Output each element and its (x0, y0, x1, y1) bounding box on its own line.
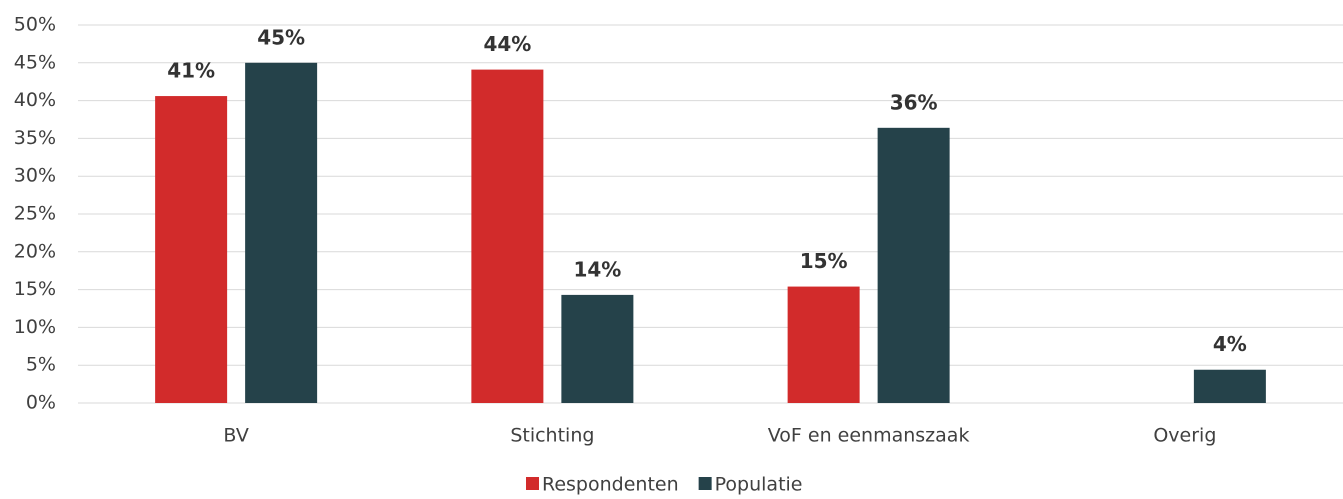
bar (245, 62, 318, 404)
bar (155, 96, 228, 404)
y-tick-label: 15% (14, 278, 56, 300)
y-tick-label: 0% (26, 392, 56, 414)
y-tick-label: 25% (14, 203, 56, 225)
legend-label: Respondenten (542, 474, 679, 496)
y-tick-label: 45% (14, 51, 56, 73)
data-label: 44% (483, 32, 531, 56)
legend-swatch (698, 477, 712, 490)
bar (1193, 369, 1266, 403)
x-tick-label: BV (223, 425, 248, 447)
legend-label: Populatie (715, 474, 803, 496)
bar (787, 286, 860, 403)
y-tick-label: 5% (26, 354, 56, 376)
y-tick-label: 10% (14, 316, 56, 338)
data-label: 36% (890, 90, 938, 114)
bar (877, 127, 950, 403)
y-tick-label: 40% (14, 89, 56, 111)
y-tick-label: 20% (14, 240, 56, 262)
bar (471, 69, 544, 403)
data-label: 45% (257, 25, 305, 49)
y-tick-label: 30% (14, 165, 56, 187)
legend-swatch (526, 477, 539, 490)
data-label: 41% (167, 59, 215, 83)
bar (561, 294, 634, 403)
x-tick-label: Stichting (510, 425, 594, 447)
data-label: 15% (800, 249, 848, 273)
x-tick-label: VoF en eenmanszaak (768, 425, 970, 447)
data-label: 14% (573, 257, 621, 281)
data-label: 4% (1213, 332, 1247, 356)
x-tick-label: Overig (1153, 425, 1216, 447)
y-tick-label: 50% (14, 14, 56, 36)
y-tick-label: 35% (14, 127, 56, 149)
